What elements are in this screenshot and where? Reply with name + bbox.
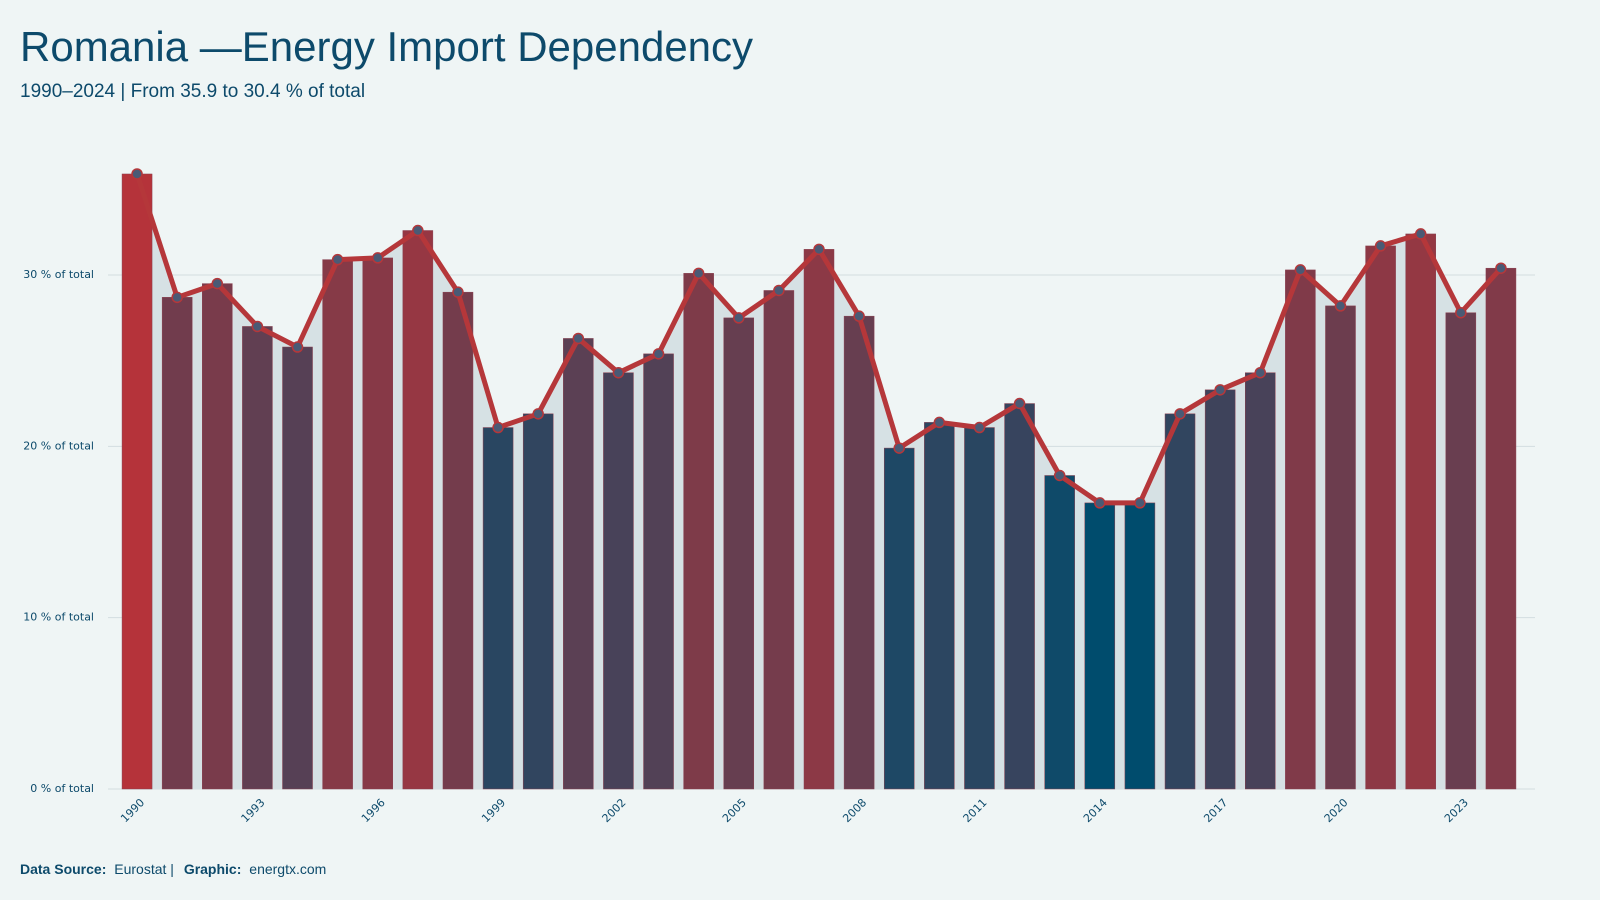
point [1013, 397, 1026, 410]
y-tick-label: 30 % of total [23, 268, 94, 281]
bar [161, 297, 193, 790]
bar [1004, 403, 1035, 790]
bar [723, 317, 755, 790]
bar [322, 259, 353, 790]
point [1334, 300, 1347, 312]
bar [1084, 502, 1116, 790]
bar [1445, 312, 1477, 790]
source: Eurostat | [114, 861, 174, 877]
point [612, 366, 625, 379]
bar [1485, 267, 1517, 790]
point [773, 284, 785, 297]
point [331, 253, 344, 266]
point [853, 310, 865, 322]
point [211, 277, 224, 290]
bar [964, 427, 995, 790]
point [1495, 262, 1507, 274]
point [131, 168, 143, 180]
bar [924, 422, 955, 790]
point [893, 442, 905, 454]
bar [402, 230, 434, 790]
point [492, 421, 504, 434]
point [532, 408, 544, 420]
graphic: energtx.com [249, 861, 326, 877]
point [813, 243, 825, 256]
y-tick-label: 10 % of total [23, 611, 94, 624]
point [1414, 228, 1427, 240]
bar [482, 427, 514, 790]
point [1174, 408, 1186, 420]
point [1214, 384, 1226, 396]
bar [362, 257, 393, 790]
bar [843, 315, 875, 790]
bar [1325, 305, 1356, 790]
bar [1204, 389, 1236, 790]
bar [202, 283, 233, 790]
point [1455, 306, 1467, 319]
y-tick-label: 0 % of total [30, 782, 94, 795]
point [251, 320, 264, 333]
graphic-label: Graphic: [184, 861, 242, 877]
point [1374, 240, 1387, 252]
bar [1164, 413, 1196, 790]
source-label: Data Source: [20, 861, 106, 877]
bar [603, 372, 634, 790]
bar [282, 346, 313, 790]
bar [763, 290, 795, 790]
point [1053, 469, 1066, 482]
point [1254, 366, 1267, 379]
point [371, 252, 384, 264]
y-tick-label: 20 % of total [23, 439, 94, 452]
point [572, 332, 585, 345]
bar [522, 413, 554, 790]
plot-area: 0 % of total 10 % of total 20 % of total 30… [23, 168, 1535, 825]
point [973, 421, 986, 434]
bar [643, 353, 674, 790]
bar [121, 173, 153, 790]
bar [883, 447, 915, 790]
point [1294, 264, 1307, 276]
bar [1245, 372, 1276, 790]
bar [442, 291, 474, 790]
point [412, 224, 424, 237]
bar [1044, 475, 1075, 790]
bar [563, 338, 594, 790]
point [652, 348, 665, 360]
bar [683, 273, 714, 790]
bar [1365, 245, 1396, 790]
chart-subtitle: 1990–2024 | From 35.9 to 30.4 % of total [20, 81, 365, 102]
point [733, 312, 745, 324]
footer: Data Source: Eurostat | Graphic: energtx… [20, 861, 326, 877]
point [171, 291, 183, 304]
point [1134, 497, 1146, 509]
bar [1405, 233, 1436, 790]
bar [1285, 269, 1316, 790]
bar [242, 326, 273, 790]
bar [803, 249, 835, 790]
bar [1124, 502, 1156, 790]
chart-title: Romania —Energy Import Dependency [20, 23, 753, 70]
point [452, 286, 464, 298]
point [933, 416, 946, 429]
point [1094, 497, 1106, 509]
point [692, 267, 705, 280]
point [291, 341, 304, 353]
